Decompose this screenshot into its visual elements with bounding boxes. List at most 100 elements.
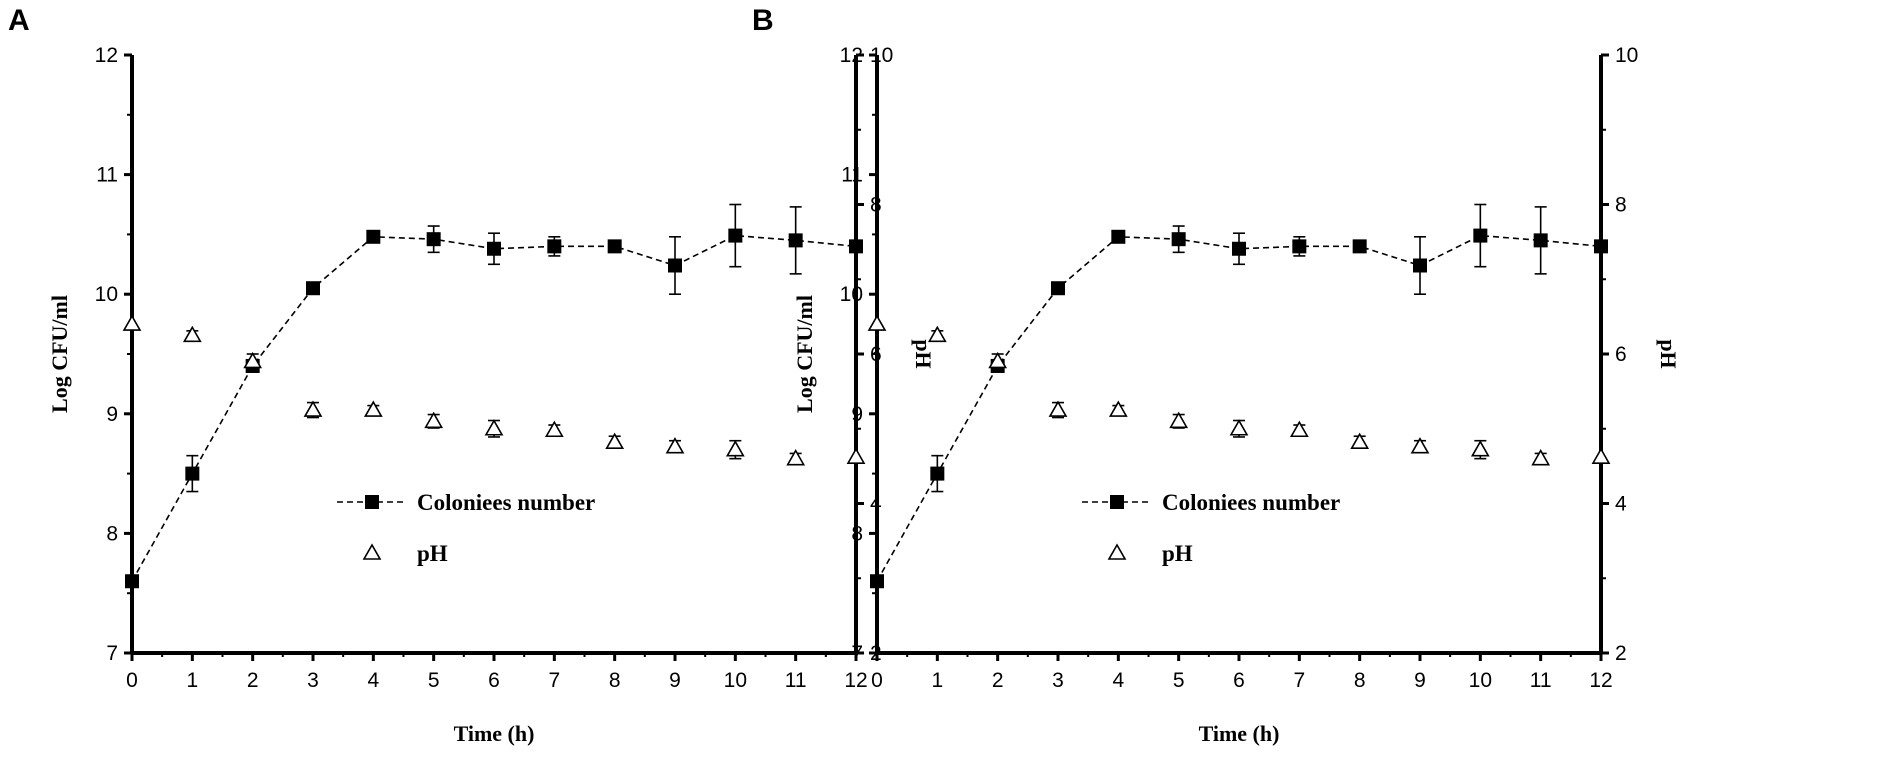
y-tick-label: 12 xyxy=(95,44,118,67)
data-point-triangle xyxy=(243,351,263,369)
x-tick-label: 6 xyxy=(488,669,500,692)
legend-label: pH xyxy=(1162,541,1193,566)
y-tick-label: 12 xyxy=(840,44,863,67)
x-tick-label: 4 xyxy=(1112,669,1124,692)
data-point-triangle xyxy=(122,314,142,331)
data-point-triangle xyxy=(1591,447,1611,464)
x-tick-label: 1 xyxy=(931,669,943,692)
data-point-triangle xyxy=(665,437,685,454)
y2-tick-label: 10 xyxy=(1615,44,1638,67)
data-point-triangle xyxy=(846,447,866,464)
legend-entry-ph: pH xyxy=(362,541,448,566)
y2-tick-label: 6 xyxy=(1615,343,1627,366)
series-ph xyxy=(867,314,1611,466)
y2-axis-title: pH xyxy=(1656,339,1681,368)
x-tick-label: 7 xyxy=(1293,669,1305,692)
data-point-triangle xyxy=(1108,400,1128,417)
legend-triangle-marker xyxy=(362,543,382,560)
y-tick-label: 8 xyxy=(106,522,118,545)
series-line xyxy=(131,234,857,582)
data-point-triangle xyxy=(484,419,504,436)
data-point-triangle xyxy=(927,325,947,343)
x-tick-label: 9 xyxy=(669,669,681,692)
data-point-triangle xyxy=(363,400,383,417)
y-tick-label: 11 xyxy=(841,164,863,187)
x-tick-label: 5 xyxy=(428,669,440,692)
data-point-square xyxy=(668,258,682,273)
x-tick-label: 4 xyxy=(367,669,379,692)
series-line xyxy=(876,234,1602,582)
data-point-square xyxy=(849,239,863,254)
legend-label: Coloniees number xyxy=(417,490,595,515)
series-colonies-number xyxy=(125,203,863,589)
data-point-triangle xyxy=(786,449,806,466)
x-tick-label: 0 xyxy=(126,669,138,692)
y2-tick-label: 2 xyxy=(1615,642,1627,665)
data-point-square xyxy=(185,466,200,481)
data-point-triangle xyxy=(1169,411,1189,429)
data-point-square xyxy=(1413,258,1427,273)
y-tick-label: 10 xyxy=(840,283,863,306)
legend-entry-ph: pH xyxy=(1107,541,1193,566)
data-point-square xyxy=(1171,232,1186,247)
data-point-square xyxy=(1533,233,1548,248)
legend-triangle-marker xyxy=(1107,543,1127,560)
x-tick-label: 11 xyxy=(1530,669,1552,692)
data-point-triangle xyxy=(1470,440,1490,457)
legend-label: Coloniees number xyxy=(1162,490,1340,515)
x-tick-label: 8 xyxy=(609,669,621,692)
x-tick-label: 1 xyxy=(186,669,198,692)
series-ph xyxy=(122,314,866,466)
y2-tick-label: 8 xyxy=(1615,194,1627,217)
data-point-triangle xyxy=(1531,449,1551,466)
data-point-square xyxy=(1292,239,1307,254)
legend-label: pH xyxy=(417,541,448,566)
data-point-triangle xyxy=(867,314,887,331)
y-tick-label: 10 xyxy=(95,283,118,306)
x-tick-label: 10 xyxy=(724,669,747,692)
data-point-square xyxy=(125,574,139,589)
legend: Coloniees number pH xyxy=(1082,490,1340,566)
data-point-triangle xyxy=(988,351,1008,369)
data-point-square xyxy=(930,466,945,481)
y-tick-label: 11 xyxy=(96,164,118,187)
data-point-square xyxy=(788,233,803,248)
data-point-square xyxy=(1594,239,1608,254)
data-point-square xyxy=(487,241,501,256)
y-tick-label: 9 xyxy=(106,403,118,426)
y2-axis-title: pH xyxy=(911,339,936,368)
x-tick-label: 5 xyxy=(1173,669,1185,692)
data-point-square xyxy=(607,239,622,254)
data-point-square xyxy=(306,281,320,296)
data-point-triangle xyxy=(1350,432,1370,450)
y-tick-label: 7 xyxy=(106,642,118,665)
y-tick-label: 8 xyxy=(851,522,863,545)
data-point-square xyxy=(1232,241,1246,256)
x-axis-title: Time (h) xyxy=(454,721,535,746)
data-point-triangle xyxy=(1410,437,1430,454)
y-tick-label: 9 xyxy=(851,403,863,426)
data-point-square xyxy=(728,228,743,243)
data-point-triangle xyxy=(725,440,745,457)
x-tick-label: 9 xyxy=(1414,669,1426,692)
data-point-triangle xyxy=(1229,419,1249,436)
legend-entry-colonies-number: Coloniees number xyxy=(337,490,595,515)
data-point-square xyxy=(1352,239,1367,254)
x-tick-label: 12 xyxy=(844,669,867,692)
y-axis-title: Log CFU/ml xyxy=(792,295,817,413)
x-tick-label: 2 xyxy=(247,669,259,692)
data-point-square xyxy=(1111,229,1126,244)
x-tick-label: 3 xyxy=(307,669,319,692)
x-tick-label: 2 xyxy=(992,669,1004,692)
x-tick-label: 11 xyxy=(785,669,807,692)
legend-square-marker xyxy=(365,495,379,509)
x-axis-title: Time (h) xyxy=(1199,721,1280,746)
x-tick-label: 7 xyxy=(548,669,560,692)
data-point-square xyxy=(870,574,884,589)
chart-panel-a: A0123456789101112789101112246810Time (h)… xyxy=(8,4,936,746)
y-axis-title: Log CFU/ml xyxy=(47,295,72,413)
data-point-square xyxy=(426,232,441,247)
data-point-square xyxy=(1473,228,1488,243)
data-point-triangle xyxy=(424,411,444,429)
